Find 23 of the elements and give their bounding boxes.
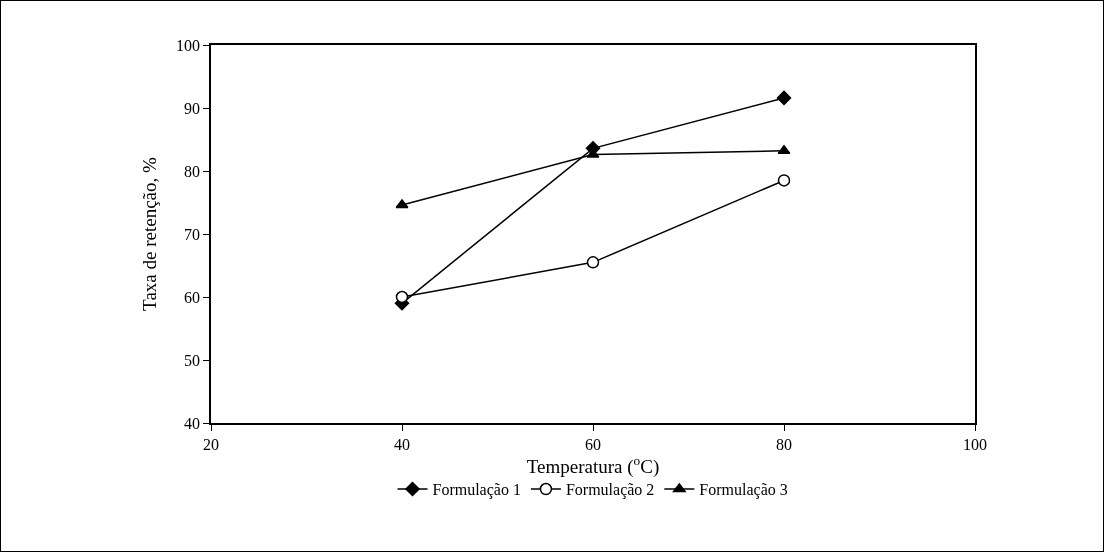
x-tick-label: 60 (585, 435, 601, 453)
y-axis-title: Taxa de retenção, % (139, 156, 161, 311)
y-tick-label: 100 (176, 36, 201, 54)
y-tick-label: 90 (184, 99, 201, 117)
point (586, 256, 600, 269)
y-tick-label: 40 (184, 414, 201, 432)
point (777, 145, 791, 155)
y-tick-label: 60 (184, 288, 201, 306)
legend-label: Formulação 1 (432, 481, 521, 500)
x-tick-label: 40 (394, 435, 410, 453)
point (776, 90, 792, 106)
x-axis-title: Temperatura ($^{o}$C) (526, 452, 660, 478)
legend-label: Formulação 2 (565, 481, 655, 500)
point (777, 174, 791, 187)
x-tick-label: 20 (203, 435, 219, 453)
y-tick-label: 50 (184, 351, 201, 369)
x-tick-label: 100 (963, 435, 987, 453)
legend-label: Formulação 3 (699, 481, 788, 500)
x-tick-label: 80 (776, 435, 792, 453)
y-tick-label: 80 (184, 162, 201, 180)
point (395, 199, 409, 209)
y-tick-label: 70 (184, 225, 201, 243)
point (395, 290, 409, 304)
